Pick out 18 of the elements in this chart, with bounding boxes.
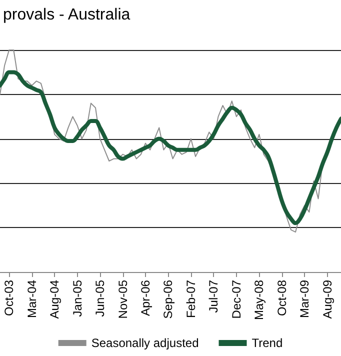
x-tick-label: Aug-04 [48, 280, 62, 319]
x-tick-label: Jun-05 [93, 280, 108, 317]
x-tick-label: Sep-06 [161, 280, 176, 319]
x-tick-label: Dec-07 [229, 280, 244, 319]
legend-label: Seasonally adjusted [91, 336, 199, 350]
x-tick-label: Apr-06 [138, 280, 152, 316]
x-tick-label: Oct-03 [2, 280, 16, 316]
x-tick-label: Jul-07 [206, 280, 221, 313]
x-tick-label: May-08 [252, 280, 266, 320]
x-tick-label: Mar-04 [24, 280, 39, 318]
chart-title: provals - Australia [3, 6, 130, 24]
x-tick-label: Jan-05 [70, 280, 84, 317]
x-tick-label: Mar-09 [298, 280, 312, 318]
x-tick-label: Nov-05 [116, 280, 130, 319]
x-tick-label: Aug-09 [320, 280, 334, 319]
legend-label: Trend [252, 336, 283, 350]
x-tick-label: Oct-08 [274, 280, 289, 316]
x-tick-label: Feb-07 [184, 280, 198, 318]
